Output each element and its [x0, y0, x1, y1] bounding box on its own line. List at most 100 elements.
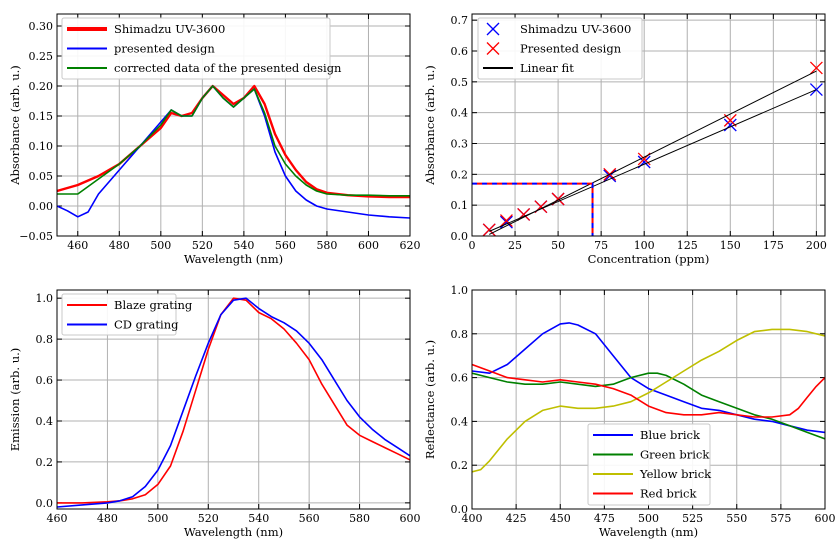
axes-frame [471, 13, 826, 237]
x-tick-label: 75 [594, 239, 608, 252]
y-tick-label: 0.2 [36, 456, 54, 469]
x-axis-label: Wavelength (nm) [184, 525, 283, 539]
legend-label: Blue brick [640, 428, 701, 442]
x-tick-label: 400 [462, 512, 483, 525]
x-tick-label: 575 [770, 512, 791, 525]
panel-d: 400 425 450 475 500 525 550 575 600 0.0 0.2 0.4 0.6 0… [423, 284, 836, 539]
y-tick-label: 0.6 [451, 45, 469, 58]
x-tick-label: 500 [638, 512, 659, 525]
data-point [499, 214, 513, 228]
marker-stroke [809, 61, 823, 75]
x-tick-label: 580 [316, 239, 337, 252]
legend-box [477, 17, 643, 80]
x-tick-label: 450 [550, 512, 571, 525]
y-tick-label: 0.3 [451, 138, 469, 151]
x-tick-label: 25 [508, 239, 522, 252]
x-tick-label: 560 [299, 512, 320, 525]
y-tick-label: 0.0 [36, 497, 54, 510]
series-line [472, 363, 825, 418]
y-tick-label: 0.6 [451, 372, 469, 385]
x-tick-label: 520 [192, 239, 213, 252]
axes-frame [471, 289, 826, 510]
legend-label: Yellow brick [639, 467, 712, 481]
x-axis-label: Concentration (ppm) [588, 252, 710, 266]
x-tick-label: 480 [97, 512, 118, 525]
series-line [57, 297, 410, 508]
y-tick-label: 0.2 [451, 459, 469, 472]
legend: Shimadzu UV-3600 Presented design Linear f… [477, 17, 643, 80]
series-line [57, 85, 410, 219]
x-tick-label: 200 [806, 239, 827, 252]
marker-stroke [499, 214, 513, 228]
data-point [482, 223, 496, 236]
panel-a: 460 480 500 520 540 560 580 600 620 −0.05 0.00 0.05… [8, 13, 421, 266]
x-tick-label: 175 [763, 239, 784, 252]
panel-b: 0 25 50 75 100 125 150 175 200 0.0 0.1 0.2 0.3 0.4 0.5… [423, 13, 827, 266]
plot-area [57, 297, 410, 508]
legend-label: Presented design [520, 42, 622, 56]
y-axis-label: Emission (arb. u.) [8, 348, 22, 452]
y-tick-label: 0.8 [451, 328, 469, 341]
legend-label: Blaze grating [114, 298, 193, 312]
data-point [809, 61, 823, 75]
x-axis-label: Wavelength (nm) [599, 525, 698, 539]
x-tick-label: 540 [248, 512, 269, 525]
x-tick-label: 150 [720, 239, 741, 252]
x-tick-label: 600 [815, 512, 836, 525]
guide-line [472, 182, 594, 236]
y-axis-label: Reflectance (arb. u.) [423, 340, 437, 459]
x-tick-label: 460 [67, 239, 88, 252]
series-line [57, 85, 410, 197]
legend-label: Shimadzu UV-3600 [520, 22, 631, 36]
x-tick-label: 425 [506, 512, 527, 525]
y-axis-label: Absorbance (arb. u.) [8, 65, 22, 186]
y-tick-label: 0.4 [36, 415, 54, 428]
y-tick-label: 0.7 [451, 14, 469, 27]
axes-frame [56, 13, 411, 237]
legend: Shimadzu UV-3600 presented design correcte… [61, 17, 342, 80]
series-line [472, 328, 825, 473]
y-tick-label: 1.0 [36, 292, 54, 305]
y-tick-label: 1.0 [451, 284, 469, 297]
y-tick-label: 0.0 [451, 503, 469, 516]
y-tick-label: 0.25 [29, 50, 54, 63]
y-tick-label: 0.5 [451, 76, 469, 89]
y-tick-label: 0.20 [29, 80, 54, 93]
y-tick-label: 0.2 [451, 168, 469, 181]
y-tick-label: 0.4 [451, 107, 469, 120]
series-line [472, 322, 825, 434]
x-tick-label: 600 [358, 239, 379, 252]
marker-stroke [482, 223, 496, 236]
legend-label: CD grating [114, 318, 179, 332]
series-line [57, 297, 410, 504]
y-tick-label: 0.15 [29, 110, 54, 123]
y-tick-label: −0.05 [19, 230, 53, 243]
legend-box [587, 423, 711, 506]
y-tick-label: 0.8 [36, 333, 54, 346]
plot-area [57, 84, 410, 219]
x-tick-label: 540 [233, 239, 254, 252]
x-tick-label: 460 [47, 512, 68, 525]
x-tick-label: 525 [682, 512, 703, 525]
legend-label: Red brick [640, 487, 697, 501]
marker-stroke [723, 113, 737, 127]
x-tick-label: 550 [726, 512, 747, 525]
x-tick-label: 520 [198, 512, 219, 525]
fit-line [488, 70, 817, 235]
axes-frame [56, 289, 411, 510]
x-tick-label: 500 [147, 512, 168, 525]
x-tick-label: 100 [634, 239, 655, 252]
panel-c: 460 480 500 520 540 560 580 600 0.0 0.2 0.4 0.6 0.8 1… [8, 289, 421, 539]
legend-marker [486, 22, 500, 36]
legend-box [61, 17, 331, 80]
x-tick-label: 50 [551, 239, 565, 252]
legend: Blaze grating CD grating [61, 293, 193, 336]
y-tick-label: 0.1 [451, 199, 469, 212]
y-axis-label: Absorbance (arb. u.) [423, 65, 437, 186]
legend-label: Shimadzu UV-3600 [114, 22, 225, 36]
legend-label: corrected data of the presented design [114, 61, 342, 75]
y-tick-label: 0.05 [29, 170, 54, 183]
x-tick-label: 125 [677, 239, 698, 252]
x-tick-label: 475 [594, 512, 615, 525]
legend-marker [486, 42, 500, 55]
